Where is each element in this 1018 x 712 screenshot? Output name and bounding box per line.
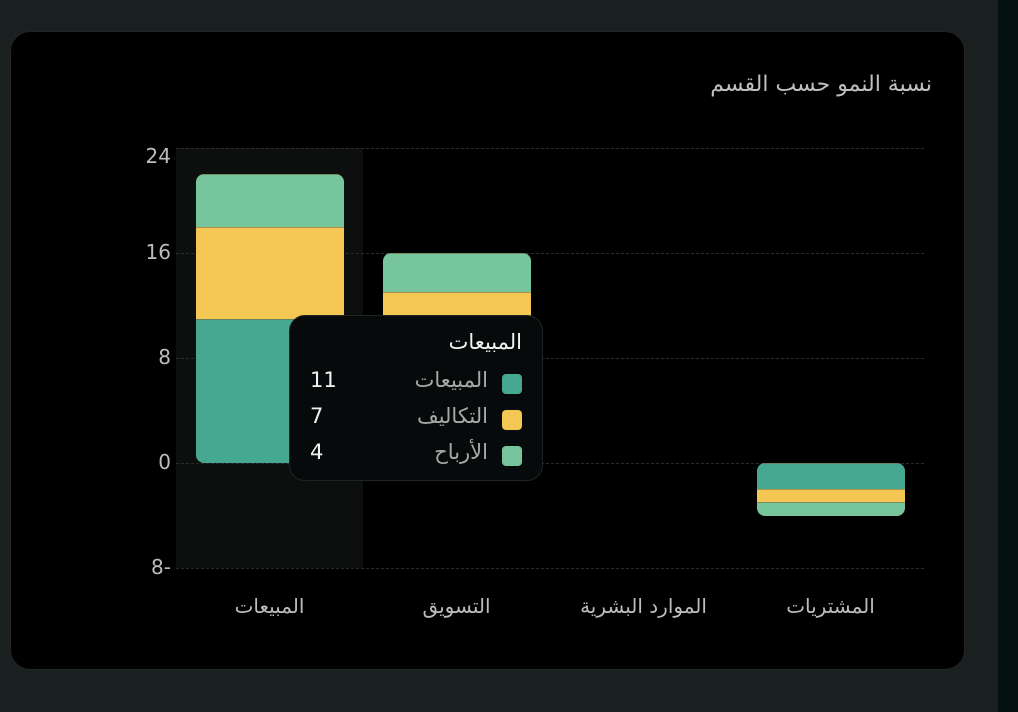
tooltip-title: المبيعات	[448, 330, 522, 354]
chart-title: نسبة النمو حسب القسم	[710, 72, 932, 97]
x-label-marketing: التسويق	[422, 594, 491, 618]
tooltip-value: 4	[310, 440, 324, 464]
tooltip-label: التكاليف	[416, 404, 488, 428]
y-tick-16: 16	[145, 240, 171, 264]
chart-tooltip: المبيعات المبيعات 11 التكاليف 7 الأرباح …	[289, 315, 543, 481]
y-tick-24: 24	[145, 144, 171, 168]
tooltip-row-profits: الأرباح 4	[310, 440, 522, 470]
grid-line-8	[176, 358, 924, 359]
tooltip-value: 11	[310, 368, 337, 392]
bar-segment	[756, 502, 905, 516]
bar-segment	[756, 463, 905, 490]
y-tick-neg8: 8-	[151, 555, 171, 579]
legend-swatch-icon	[502, 446, 522, 466]
grid-line-neg8	[176, 568, 924, 569]
tooltip-label: المبيعات	[414, 368, 488, 392]
tooltip-value: 7	[310, 404, 324, 428]
bar-segment	[195, 226, 344, 319]
tooltip-row-sales: المبيعات 11	[310, 368, 522, 398]
legend-swatch-icon	[502, 410, 522, 430]
legend-swatch-icon	[502, 374, 522, 394]
grid-line-16	[176, 253, 924, 254]
x-label-hr: الموارد البشرية	[580, 594, 707, 618]
x-label-procurement: المشتريات	[786, 594, 875, 618]
bar-segment	[195, 174, 344, 227]
y-tick-0: 0	[158, 450, 171, 474]
grid-line-0	[176, 463, 924, 464]
bar-segment	[382, 253, 531, 293]
chart-card: نسبة النمو حسب القسم 24 16 8 0 8- المبيع…	[10, 31, 965, 670]
tooltip-row-costs: التكاليف 7	[310, 404, 522, 434]
scrollbar-track[interactable]	[998, 0, 1018, 712]
tooltip-label: الأرباح	[434, 440, 488, 464]
bar-segment	[756, 489, 905, 503]
chart-plot-area: 24 16 8 0 8- المبيعات التسويق الموارد ال…	[11, 32, 966, 671]
x-label-sales: المبيعات	[234, 594, 305, 618]
grid-line-24	[176, 148, 924, 149]
y-tick-8: 8	[158, 345, 171, 369]
bar-procurement[interactable]	[756, 463, 905, 516]
